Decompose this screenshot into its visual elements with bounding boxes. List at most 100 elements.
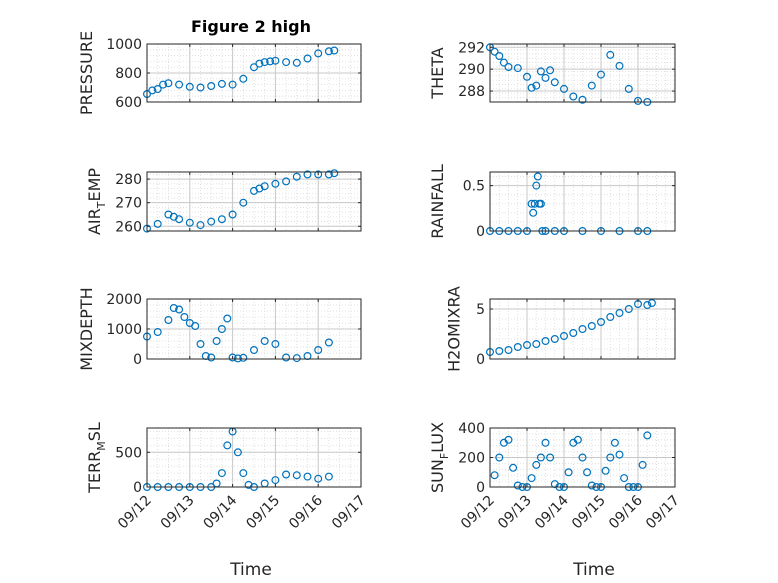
data-point bbox=[217, 469, 226, 478]
data-point bbox=[250, 63, 259, 72]
subplot-mixdepth: 0 1000 2000 MIXDEPTH bbox=[77, 287, 362, 371]
data-point bbox=[536, 453, 545, 462]
data-point bbox=[573, 435, 582, 444]
data-point bbox=[282, 177, 291, 186]
data-point bbox=[587, 322, 596, 331]
data-point bbox=[228, 353, 237, 362]
data-point bbox=[271, 476, 280, 485]
data-point bbox=[324, 472, 333, 481]
data-point bbox=[223, 441, 232, 450]
data-point bbox=[271, 179, 280, 188]
data-point bbox=[250, 346, 259, 355]
data-point bbox=[569, 92, 578, 101]
data-point bbox=[536, 67, 545, 76]
y-tick-label: 600 bbox=[115, 95, 142, 111]
y-axis-label: AIRTEMP bbox=[85, 168, 108, 235]
data-point bbox=[513, 481, 522, 490]
grid-lines bbox=[147, 172, 361, 232]
data-point bbox=[196, 221, 205, 230]
data-point bbox=[499, 58, 508, 67]
y-axis-label: H2OMIXRA bbox=[445, 286, 464, 372]
data-point bbox=[271, 340, 280, 349]
data-point bbox=[324, 338, 333, 347]
axes-box bbox=[146, 171, 362, 232]
y-tick-label: 5 bbox=[476, 302, 485, 318]
data-point bbox=[527, 83, 536, 92]
data-point bbox=[550, 78, 559, 87]
data-point bbox=[292, 354, 301, 363]
y-tick-label: 0 bbox=[476, 224, 485, 240]
data-point bbox=[532, 181, 541, 190]
data-point bbox=[527, 474, 536, 483]
y-tick-label: 0 bbox=[476, 480, 485, 496]
y-tick-label: 0 bbox=[133, 480, 142, 496]
data-point bbox=[239, 198, 248, 207]
data-point bbox=[513, 343, 522, 352]
data-point bbox=[532, 81, 541, 90]
x-tick-label: 09/12 bbox=[115, 493, 155, 533]
x-tick-label: 09/13 bbox=[495, 493, 535, 533]
data-point bbox=[239, 469, 248, 478]
data-series bbox=[486, 43, 652, 106]
data-point bbox=[282, 470, 291, 479]
data-point bbox=[207, 81, 216, 90]
data-point bbox=[610, 438, 619, 447]
data-point bbox=[233, 354, 242, 363]
data-point bbox=[255, 59, 264, 68]
y-tick-label: 0 bbox=[476, 352, 485, 368]
data-point bbox=[164, 316, 173, 325]
data-point bbox=[239, 353, 248, 362]
x-tick-label: 09/14 bbox=[201, 492, 241, 532]
x-tick-label: 09/14 bbox=[532, 492, 572, 532]
data-point bbox=[330, 169, 339, 178]
data-point bbox=[228, 210, 237, 219]
data-point bbox=[596, 318, 605, 327]
data-point bbox=[606, 313, 615, 322]
data-point bbox=[324, 170, 333, 179]
data-point bbox=[282, 353, 291, 362]
data-point bbox=[559, 84, 568, 93]
y-tick-label: 280 bbox=[115, 172, 142, 188]
y-tick-label: 290 bbox=[458, 62, 485, 78]
data-point bbox=[207, 217, 216, 226]
y-tick-label: 270 bbox=[115, 196, 142, 212]
data-point bbox=[314, 170, 323, 179]
subplot-rainfall: 0 0.5 RAINFALL bbox=[428, 164, 676, 240]
data-point bbox=[266, 57, 275, 66]
y-axis-label: TERRMSL bbox=[85, 422, 108, 494]
data-point bbox=[615, 309, 624, 318]
data-point bbox=[260, 182, 269, 191]
data-point bbox=[239, 74, 248, 83]
data-point bbox=[546, 453, 555, 462]
data-point bbox=[509, 463, 518, 472]
data-point bbox=[606, 50, 615, 59]
x-tick-label: 09/15 bbox=[569, 493, 609, 533]
data-point bbox=[578, 95, 587, 104]
data-point bbox=[292, 172, 301, 181]
axes-box bbox=[146, 427, 362, 488]
data-point bbox=[633, 96, 642, 105]
data-point bbox=[583, 468, 592, 477]
data-point bbox=[196, 83, 205, 92]
data-point bbox=[615, 61, 624, 70]
data-point bbox=[522, 341, 531, 350]
data-series bbox=[486, 299, 656, 357]
x-tick-label: 09/17 bbox=[643, 493, 683, 533]
data-series bbox=[143, 304, 333, 363]
data-point bbox=[495, 347, 504, 356]
data-point bbox=[217, 215, 226, 224]
data-point bbox=[536, 199, 545, 208]
subplot-theta: 288 290 292 THETA bbox=[428, 40, 676, 106]
data-point bbox=[164, 79, 173, 88]
x-tick-label: 09/15 bbox=[243, 493, 283, 533]
data-point bbox=[529, 208, 538, 217]
data-point bbox=[606, 453, 615, 462]
data-point bbox=[185, 218, 194, 227]
data-point bbox=[643, 301, 652, 310]
data-point bbox=[490, 47, 499, 56]
data-point bbox=[532, 460, 541, 469]
data-point bbox=[504, 346, 513, 355]
data-point bbox=[244, 480, 253, 489]
y-tick-label: 400 bbox=[458, 421, 485, 437]
y-axis-label: THETA bbox=[428, 47, 447, 99]
